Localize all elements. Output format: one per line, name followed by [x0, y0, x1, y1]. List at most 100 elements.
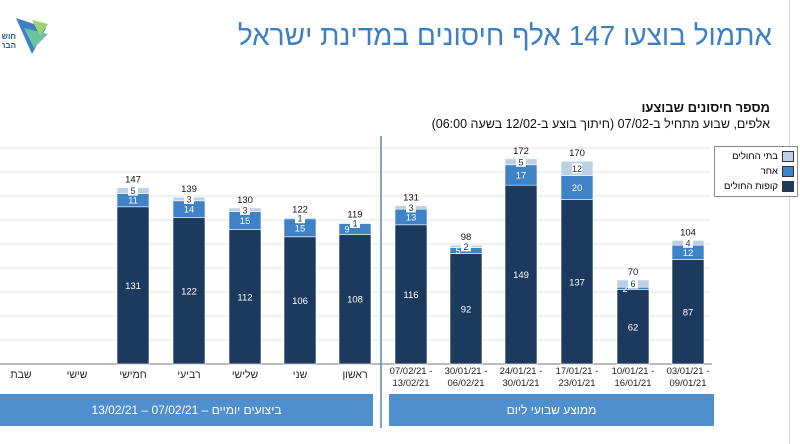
- value-label-kupot: 122: [181, 286, 197, 297]
- value-label-other: 15: [295, 223, 306, 234]
- bar-segment-kupot: [449, 253, 483, 365]
- weekly-category-label: 30/01/21: [503, 378, 540, 389]
- value-label-hospitals: 3: [408, 203, 413, 213]
- legend-swatch-other: [782, 166, 794, 177]
- weekly-category-label: 17/01/21 -: [556, 366, 599, 377]
- daily-category-label: ראשון: [342, 369, 367, 381]
- value-label-kupot: 149: [513, 270, 529, 281]
- value-label-bg: [240, 204, 250, 215]
- value-label-other: 11: [128, 196, 138, 207]
- daily-category-label: שישי: [67, 369, 88, 381]
- value-label-hospitals: 3: [186, 195, 191, 205]
- value-label-kupot: 87: [683, 307, 694, 318]
- weekly-category-label: 09/01/21: [670, 378, 707, 389]
- weekly-category-label: 24/01/21 -: [500, 366, 543, 377]
- legend-swatch-hospitals: [782, 151, 794, 162]
- value-label-bg: [516, 156, 526, 167]
- value-label-bg: [128, 185, 138, 196]
- weekly-category-label: 07/02/21 -: [390, 366, 433, 377]
- bar-segment-kupot: [394, 224, 428, 365]
- total-label: 122: [292, 205, 308, 216]
- legend-item-other: אחר: [718, 164, 794, 179]
- bar-segment-kupot: [228, 229, 262, 365]
- daily-category-label: שני: [293, 369, 308, 381]
- total-label: 98: [461, 232, 472, 243]
- value-label-hospitals: 1: [352, 219, 357, 229]
- value-label-other: 20: [572, 183, 583, 194]
- weekly-category-label: 03/01/21 -: [667, 366, 710, 377]
- weekly-category-label: 06/02/21: [448, 378, 485, 389]
- weekly-category-label: 13/02/21: [393, 378, 430, 389]
- value-label-bg: [461, 241, 471, 252]
- total-label: 130: [237, 195, 253, 206]
- legend-label-other: אחר: [760, 166, 778, 177]
- total-label: 119: [347, 209, 362, 220]
- value-label-kupot: 62: [628, 322, 639, 333]
- legend-swatch-kupot: [782, 181, 794, 192]
- value-label-kupot: 112: [237, 292, 252, 303]
- value-label-hospitals: 1: [297, 214, 302, 224]
- value-label-bg: [350, 218, 360, 228]
- bar-segment-kupot: [560, 199, 594, 365]
- value-label-other: 9: [344, 225, 349, 235]
- value-label-hospitals: 3: [242, 205, 247, 215]
- weekly-category-label: 30/01/21 -: [445, 366, 488, 377]
- value-label-other: 13: [406, 213, 417, 224]
- value-label-kupot: 92: [461, 304, 472, 315]
- daily-group-banner: ביצועים יומיים – 07/02/21 – 13/02/21: [0, 394, 373, 426]
- total-label: 131: [403, 193, 419, 204]
- bar-segment-kupot: [504, 184, 538, 365]
- total-label: 104: [680, 227, 696, 238]
- value-label-bg: [406, 202, 416, 213]
- logo-text: חוש הבר: [2, 32, 16, 50]
- value-label-hospitals: 12: [572, 164, 582, 174]
- weekly-category-label: 10/01/21 -: [612, 366, 655, 377]
- chart-subtitle: אלפים, שבוע מתחיל ב-07/02 (חיתוך בוצע ב-…: [431, 117, 770, 131]
- value-label-kupot: 137: [569, 277, 585, 288]
- bar-segment-kupot: [283, 236, 317, 365]
- value-label-kupot: 106: [292, 296, 308, 307]
- total-label: 172: [513, 146, 529, 157]
- weekly-category-label: 16/01/21: [615, 378, 652, 389]
- legend-item-kupot: קופות החולים: [718, 179, 794, 194]
- value-label-other: 15: [240, 216, 251, 227]
- value-label-bg: [572, 163, 582, 174]
- bar-segment-kupot: [616, 289, 650, 365]
- value-label-other: 12: [683, 248, 694, 259]
- ministry-logo: חוש הבר: [2, 14, 50, 58]
- legend-label-hospitals: בתי החולים: [732, 151, 778, 162]
- frame-border: [789, 0, 790, 444]
- daily-category-label: שלישי: [232, 369, 259, 381]
- daily-category-label: חמישי: [119, 369, 146, 381]
- total-label: 139: [181, 184, 197, 195]
- value-label-kupot: 108: [347, 295, 363, 306]
- value-label-other: 5: [455, 246, 460, 256]
- chart-legend: בתי החולים אחר קופות החולים: [714, 146, 798, 197]
- value-label-other: 14: [184, 205, 195, 216]
- chart-title: מספר חיסונים שבוצעו: [641, 100, 770, 115]
- value-label-hospitals: 6: [630, 279, 635, 289]
- total-label: 170: [569, 148, 585, 159]
- legend-item-hospitals: בתי החולים: [718, 149, 794, 164]
- value-label-hospitals: 4: [685, 238, 690, 248]
- value-label-kupot: 131: [125, 281, 141, 292]
- value-label-hospitals: 5: [518, 157, 523, 167]
- daily-category-label: שבת: [10, 369, 32, 381]
- weekly-category-label: 23/01/21: [559, 378, 596, 389]
- daily-category-label: רביעי: [177, 369, 200, 381]
- value-label-bg: [683, 237, 693, 248]
- value-label-other: 17: [516, 171, 527, 182]
- value-label-hospitals: 5: [130, 186, 135, 196]
- value-label-bg: [295, 213, 305, 224]
- value-label-hospitals: 2: [463, 242, 468, 252]
- bar-segment-kupot: [116, 206, 150, 365]
- bar-segment-other: [560, 175, 594, 200]
- page-title: אתמול בוצעו 147 אלף חיסונים במדינת ישראל: [237, 20, 772, 51]
- value-label-kupot: 116: [403, 290, 418, 301]
- legend-label-kupot: קופות החולים: [723, 181, 778, 192]
- total-label: 147: [125, 175, 141, 186]
- bar-segment-kupot: [338, 234, 372, 365]
- value-label-other: 2: [622, 284, 627, 294]
- weekly-group-banner: ממוצע שבועי ליום: [389, 394, 714, 426]
